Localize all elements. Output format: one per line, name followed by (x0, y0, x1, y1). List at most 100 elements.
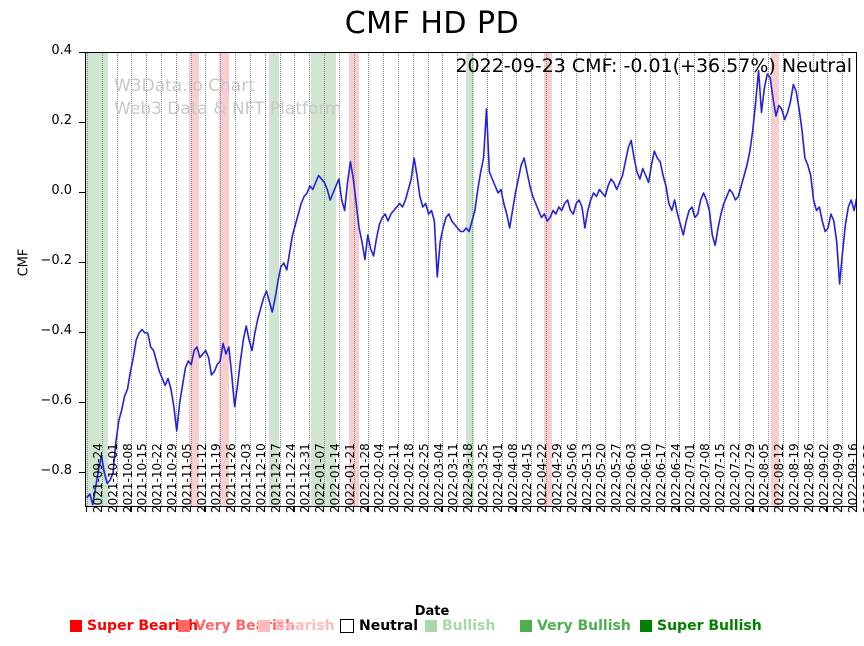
x-tick-label: 2022-05-06 (564, 443, 579, 513)
x-tick-mark (174, 507, 176, 512)
y-tick-mark (79, 332, 85, 333)
y-tick-label: 0.4 (51, 43, 72, 58)
grid-line (457, 53, 459, 506)
x-tick-label: 2021-10-01 (105, 443, 120, 513)
grid-line (146, 53, 148, 506)
grid-line (634, 53, 636, 506)
grid-line (175, 53, 177, 506)
x-tick-mark (500, 507, 502, 512)
x-tick-label: 2022-05-27 (609, 443, 624, 513)
x-tick-mark (352, 507, 354, 512)
sentiment-band (188, 53, 199, 506)
x-tick-label: 2021-12-24 (283, 443, 298, 513)
x-tick-mark (234, 507, 236, 512)
x-tick-mark (308, 507, 310, 512)
grid-line (797, 53, 799, 506)
legend-label: Very Bearish (195, 618, 296, 634)
x-tick-label: 2022-05-13 (579, 443, 594, 513)
grid-line (190, 53, 192, 506)
y-tick-label: −0.6 (40, 393, 72, 408)
x-tick-mark (619, 507, 621, 512)
legend-item-very-bearish[interactable]: Very Bearish (178, 618, 295, 634)
x-tick-label: 2021-12-03 (239, 443, 254, 513)
grid-line (486, 53, 488, 506)
x-tick-label: 2021-12-17 (268, 443, 283, 513)
legend-item-bearish[interactable]: Bearish (258, 618, 335, 634)
sentiment-band (465, 53, 474, 506)
legend-item-very-bullish[interactable]: Very Bullish (520, 618, 631, 634)
grid-line (546, 53, 548, 506)
x-tick-mark (648, 507, 650, 512)
legend-item-bullish[interactable]: Bullish (425, 618, 495, 634)
grid-line (131, 53, 133, 506)
x-tick-label: 2021-10-22 (150, 443, 165, 513)
legend-item-super-bearish[interactable]: Super Bearish (70, 618, 198, 634)
x-tick-label: 2022-04-22 (535, 443, 550, 513)
x-tick-label: 2022-02-18 (401, 443, 416, 513)
grid-line (116, 53, 118, 506)
y-tick-mark (79, 472, 85, 473)
legend-label: Very Bullish (537, 618, 631, 634)
x-tick-label: 2022-08-12 (772, 443, 787, 513)
legend-label: Neutral (359, 618, 419, 634)
grid-line (397, 53, 399, 506)
x-tick-label: 2022-01-28 (357, 443, 372, 513)
grid-line (249, 53, 251, 506)
x-tick-label: 2022-08-26 (801, 443, 816, 513)
x-tick-mark (574, 507, 576, 512)
annotation-text: 2022-09-23 CMF: -0.01(+36.57%) Neutral (455, 55, 852, 77)
x-tick-label: 2022-03-25 (476, 443, 490, 513)
x-tick-mark (722, 507, 724, 512)
x-tick-label: 2022-03-04 (431, 443, 446, 513)
grid-line (753, 53, 755, 506)
grid-line (605, 53, 607, 506)
grid-line (427, 53, 429, 506)
y-tick-label: −0.4 (40, 323, 72, 338)
x-tick-mark (559, 507, 561, 512)
grid-line (101, 53, 103, 506)
x-tick-mark (130, 507, 132, 512)
legend-item-super-bullish[interactable]: Super Bullish (640, 618, 762, 634)
chart-legend: Super Bearish Very Bearish Bearish Neutral B… (0, 618, 864, 644)
legend-item-neutral[interactable]: Neutral (340, 618, 418, 634)
x-tick-mark (456, 507, 458, 512)
grid-line (412, 53, 414, 506)
x-tick-mark (693, 507, 695, 512)
x-tick-label: 2022-07-29 (742, 443, 757, 513)
x-tick-mark (293, 507, 295, 512)
grid-line (768, 53, 770, 506)
x-tick-label: 2022-01-14 (327, 443, 342, 513)
grid-line (501, 53, 503, 506)
grid-line (323, 53, 325, 506)
x-tick-mark (263, 507, 265, 512)
x-tick-mark (678, 507, 680, 512)
x-tick-mark (411, 507, 413, 512)
y-tick-label: −0.8 (40, 463, 72, 478)
x-tick-label: 2022-03-18 (461, 443, 476, 513)
x-tick-mark (189, 507, 191, 512)
x-tick-mark (145, 507, 147, 512)
x-tick-mark (322, 507, 324, 512)
legend-swatch-icon (425, 620, 437, 632)
x-tick-label: 2022-09-16 (846, 443, 861, 513)
legend-swatch-icon (70, 620, 82, 632)
x-tick-mark (426, 507, 428, 512)
grid-line (620, 53, 622, 506)
x-tick-label: 2021-11-19 (209, 443, 224, 513)
x-tick-mark (115, 507, 117, 512)
x-tick-label: 2021-10-08 (120, 443, 135, 513)
grid-line (353, 53, 355, 506)
grid-line (782, 53, 784, 506)
y-tick-label: 0.0 (51, 183, 72, 198)
grid-line (338, 53, 340, 506)
grid-line (516, 53, 518, 506)
y-tick-label: −0.2 (40, 253, 72, 268)
grid-line (560, 53, 562, 506)
legend-swatch-icon (178, 620, 190, 632)
chart-title: CMF HD PD (344, 6, 520, 41)
x-tick-mark (396, 507, 398, 512)
x-tick-mark (589, 507, 591, 512)
x-tick-mark (278, 507, 280, 512)
grid-line (161, 53, 163, 506)
